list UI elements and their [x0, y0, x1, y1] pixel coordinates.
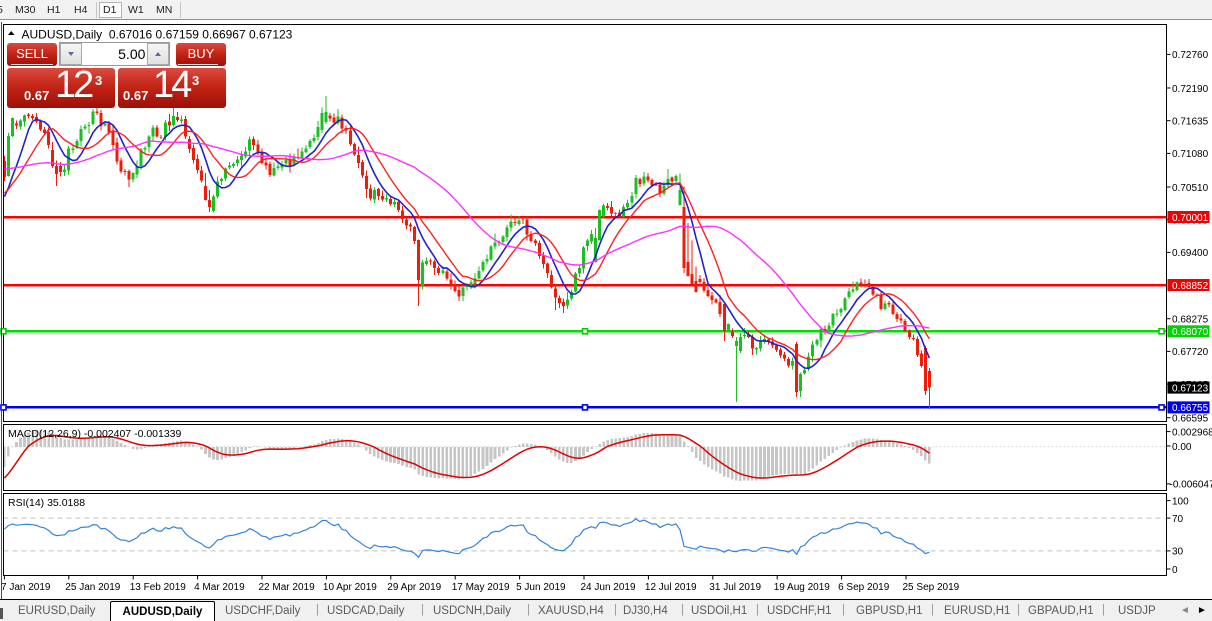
svg-text:4 Mar 2019: 4 Mar 2019: [194, 582, 245, 593]
svg-text:0.67720: 0.67720: [1172, 347, 1209, 358]
svg-text:17 May 2019: 17 May 2019: [452, 582, 510, 593]
svg-text:0.68852: 0.68852: [1172, 281, 1209, 292]
svg-text:0.00: 0.00: [1172, 442, 1192, 453]
svg-text:0.002968: 0.002968: [1172, 427, 1212, 438]
svg-text:12 Jul 2019: 12 Jul 2019: [645, 582, 697, 593]
svg-text:13 Feb 2019: 13 Feb 2019: [130, 582, 187, 593]
svg-text:0.72760: 0.72760: [1172, 50, 1209, 61]
svg-text:0.70510: 0.70510: [1172, 183, 1209, 194]
svg-text:25 Sep 2019: 25 Sep 2019: [903, 582, 960, 593]
svg-text:31 Jul 2019: 31 Jul 2019: [709, 582, 761, 593]
svg-text:-0.006047: -0.006047: [1170, 480, 1212, 491]
svg-text:24 Jun 2019: 24 Jun 2019: [581, 582, 636, 593]
svg-text:30: 30: [1172, 547, 1184, 558]
svg-text:0.67123: 0.67123: [1172, 383, 1209, 394]
svg-text:7 Jan 2019: 7 Jan 2019: [1, 582, 51, 593]
svg-text:RSI(14) 35.0188: RSI(14) 35.0188: [8, 497, 85, 509]
svg-text:0.68275: 0.68275: [1172, 315, 1209, 326]
svg-text:0.68070: 0.68070: [1172, 327, 1209, 338]
svg-text:10 Apr 2019: 10 Apr 2019: [323, 582, 377, 593]
svg-text:0.71635: 0.71635: [1172, 117, 1209, 128]
svg-text:19 Aug 2019: 19 Aug 2019: [774, 582, 831, 593]
svg-text:0.66595: 0.66595: [1172, 414, 1209, 425]
svg-text:70: 70: [1172, 514, 1184, 525]
svg-text:25 Jan 2019: 25 Jan 2019: [65, 582, 120, 593]
svg-text:0.66755: 0.66755: [1172, 403, 1209, 414]
svg-text:6 Sep 2019: 6 Sep 2019: [838, 582, 890, 593]
svg-text:MACD(12,26,9) -0.002407 -0.001: MACD(12,26,9) -0.002407 -0.001339: [8, 428, 182, 440]
svg-text:0.70001: 0.70001: [1172, 213, 1209, 224]
svg-text:0: 0: [1172, 565, 1178, 576]
svg-text:0.72190: 0.72190: [1172, 84, 1209, 95]
svg-text:22 Mar 2019: 22 Mar 2019: [259, 582, 316, 593]
svg-text:0.71080: 0.71080: [1172, 149, 1209, 160]
svg-text:5 Jun 2019: 5 Jun 2019: [516, 582, 566, 593]
svg-text:29 Apr 2019: 29 Apr 2019: [387, 582, 441, 593]
svg-text:100: 100: [1172, 496, 1189, 507]
svg-text:AUDUSD,Daily 0.67016 0.67159: AUDUSD,Daily 0.67016 0.67159 0.66967 0.6…: [22, 28, 293, 42]
svg-text:0.69400: 0.69400: [1172, 248, 1209, 259]
